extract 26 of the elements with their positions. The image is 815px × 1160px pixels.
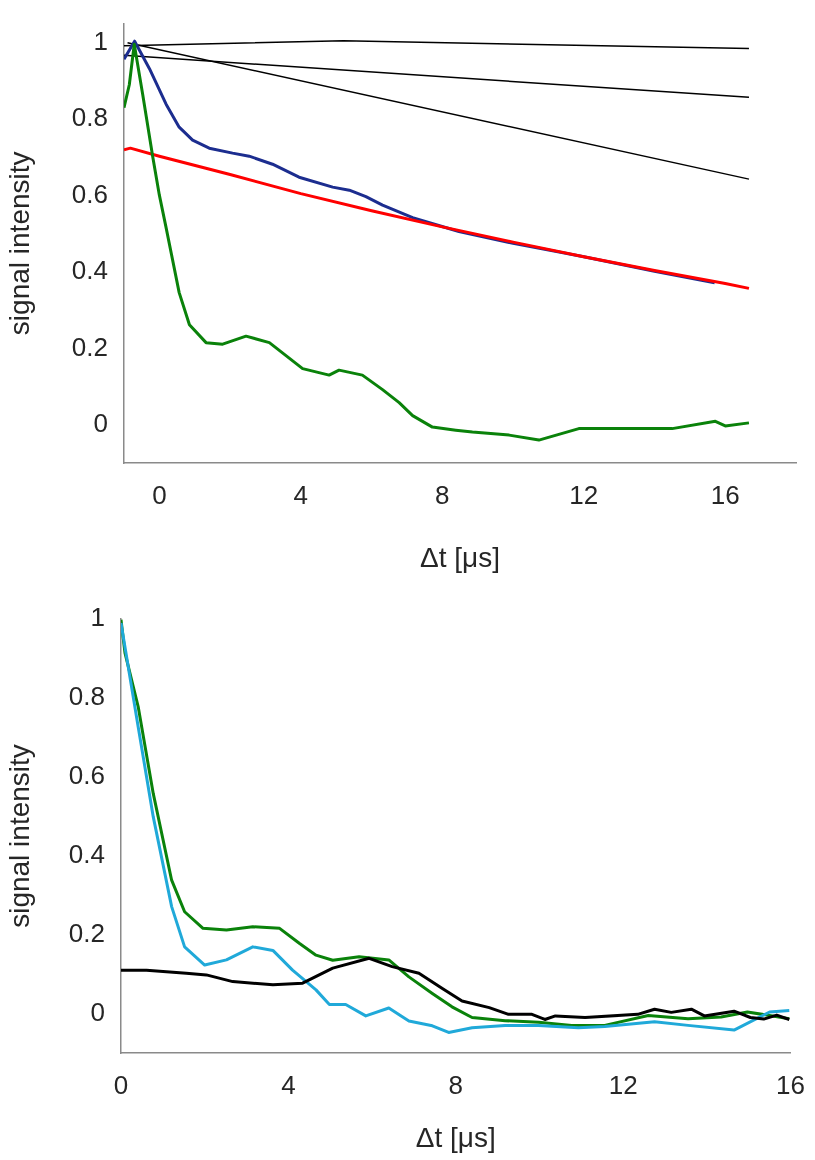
x-tick-label: 16 [776, 1069, 805, 1100]
x-tick-label: 0 [152, 479, 167, 510]
x-tick-label: 8 [448, 1069, 463, 1100]
x-tick-label: 4 [281, 1069, 296, 1100]
y-tick-label: 0.2 [71, 331, 108, 362]
y-tick-label: 0.4 [68, 838, 105, 869]
x-axis-title: Δt [μs] [420, 541, 500, 573]
y-axis-title: signal intensity [3, 151, 35, 336]
x-tick-label: 4 [293, 479, 309, 510]
y-tick-label: 1 [90, 602, 105, 633]
x-tick-label: 12 [569, 479, 599, 510]
y-tick-label: 1 [93, 25, 108, 56]
y-tick-label: 0.2 [68, 917, 105, 948]
y-tick-label: 0 [90, 996, 105, 1027]
x-tick-label: 0 [113, 1069, 129, 1100]
y-tick-label: 0.6 [71, 178, 108, 209]
y-tick-label: 0 [93, 407, 108, 438]
y-axis-title: signal intensity [3, 744, 35, 928]
y-tick-label: 0.8 [71, 102, 108, 133]
x-tick-label: 12 [608, 1069, 638, 1100]
y-tick-label: 0.6 [68, 759, 105, 790]
x-tick-label: 8 [435, 479, 450, 510]
x-tick-label: 16 [710, 479, 740, 510]
y-tick-label: 0.8 [68, 681, 105, 712]
x-axis-title: Δt [μs] [415, 1121, 496, 1153]
y-tick-label: 0.4 [71, 255, 108, 286]
